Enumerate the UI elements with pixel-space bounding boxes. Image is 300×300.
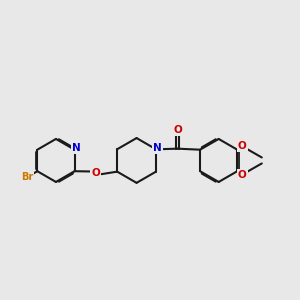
Text: O: O — [238, 170, 247, 180]
Text: N: N — [72, 143, 80, 153]
Text: N: N — [153, 143, 161, 153]
Text: Br: Br — [21, 172, 33, 182]
Text: O: O — [91, 168, 100, 178]
Text: O: O — [238, 141, 247, 151]
Text: O: O — [173, 124, 182, 134]
